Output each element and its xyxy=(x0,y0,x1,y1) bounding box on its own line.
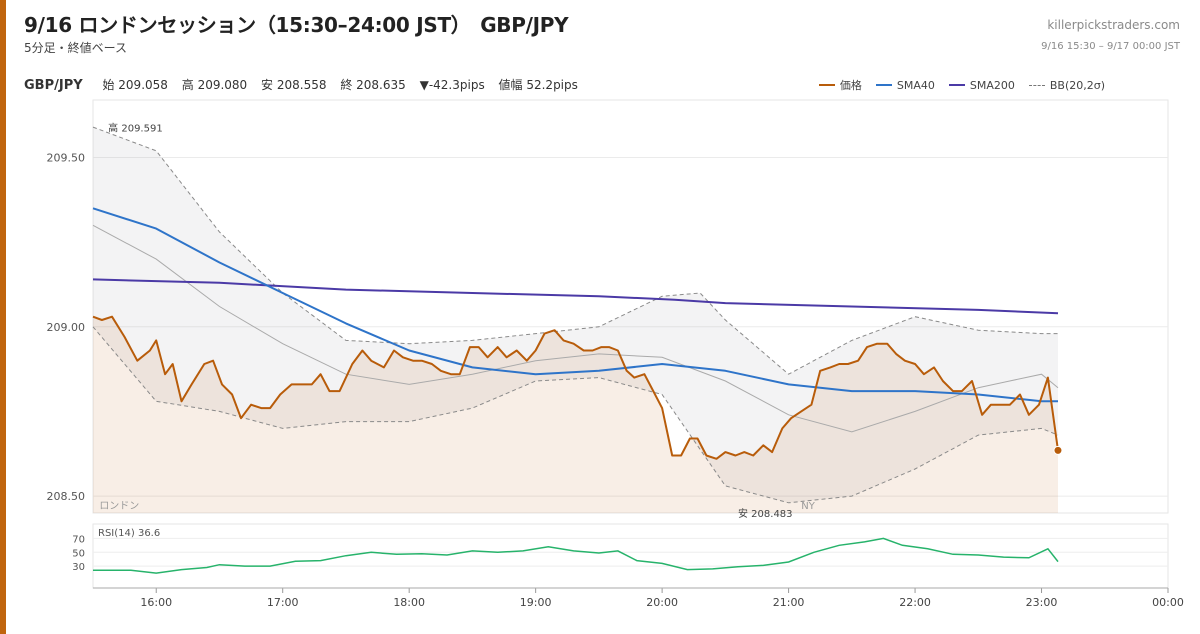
stat-high: 高 209.080 xyxy=(181,78,248,92)
session-label: ロンドン xyxy=(99,501,139,512)
x-tick-label: 19:00 xyxy=(520,596,552,609)
legend-label-sma40: SMA40 xyxy=(896,78,935,92)
series-line-price xyxy=(92,315,1059,460)
page-subtitle: 5分足・終値ベース xyxy=(24,41,128,55)
date-range: 9/16 15:30 – 9/17 00:00 JST xyxy=(1041,41,1180,52)
x-tick-label: 23:00 xyxy=(1026,596,1058,609)
rsi-line xyxy=(93,537,1059,574)
x-tick-label: 17:00 xyxy=(267,596,299,609)
legend-item-sma40: SMA40 xyxy=(875,78,935,92)
series-line-sma200 xyxy=(92,278,1059,315)
x-tick-label: 16:00 xyxy=(140,596,172,609)
bb-mid-line xyxy=(92,224,1059,433)
legend-swatch-sma40 xyxy=(875,84,892,86)
rsi-tick-label: 30 xyxy=(72,562,85,573)
accent-bar xyxy=(0,0,6,634)
x-tick-label: 20:00 xyxy=(646,596,678,609)
legend-swatch-sma200 xyxy=(948,84,965,86)
legend-label-sma200: SMA200 xyxy=(969,78,1015,92)
stats-bar: GBP/JPY 始 209.058 高 209.080 安 208.558 終 … xyxy=(24,76,588,93)
legend-label-price: 価格 xyxy=(839,79,862,92)
brand-text: killerpickstraders.com xyxy=(1047,18,1180,32)
legend-item-sma200: SMA200 xyxy=(948,78,1015,92)
stat-change: ▼-42.3pips xyxy=(419,78,485,92)
stat-close: 終 208.635 xyxy=(340,78,406,92)
stat-width: 値幅 52.2pips xyxy=(498,78,578,92)
x-tick-label: 00:00 xyxy=(1152,596,1184,609)
x-tick-label: 22:00 xyxy=(899,596,931,609)
bb-upper-line xyxy=(92,126,1058,375)
annotation-high: 高 209.591 xyxy=(108,122,163,135)
x-tick-label: 21:00 xyxy=(773,596,805,609)
legend-swatch-bb xyxy=(1028,84,1045,86)
legend-item-bb: BB(20,2σ) xyxy=(1028,78,1105,92)
chart-legend: 価格 SMA40 SMA200 BB(20,2σ) xyxy=(805,77,1105,93)
legend-item-price: 価格 xyxy=(818,77,862,93)
y-tick-label: 208.50 xyxy=(47,490,86,503)
main-plot-area xyxy=(92,99,1169,514)
bb-band-fill xyxy=(93,127,1058,503)
x-tick-label: 18:00 xyxy=(393,596,425,609)
stat-low: 安 208.558 xyxy=(261,78,327,92)
rsi-tick-label: 50 xyxy=(72,548,85,559)
y-tick-label: 209.50 xyxy=(47,152,86,165)
bb-lower-line xyxy=(92,326,1059,504)
series-line-sma40 xyxy=(92,207,1058,403)
rsi-tick-label: 70 xyxy=(72,534,85,545)
stat-open: 始 209.058 xyxy=(102,78,168,92)
rsi-panel xyxy=(92,523,1169,589)
page-title: 9/16 ロンドンセッション（15:30–24:00 JST） GBP/JPY xyxy=(24,13,569,37)
price-area-fill xyxy=(93,316,1058,513)
rsi-label: RSI(14) 36.6 xyxy=(98,528,160,539)
session-label: NY xyxy=(801,501,815,512)
y-tick-label: 209.00 xyxy=(47,321,86,334)
annotation-low: 安 208.483 xyxy=(738,507,793,520)
legend-swatch-price xyxy=(818,84,835,86)
stats-symbol: GBP/JPY xyxy=(24,78,83,93)
last-price-marker xyxy=(1053,445,1063,455)
legend-label-bb: BB(20,2σ) xyxy=(1049,78,1105,92)
